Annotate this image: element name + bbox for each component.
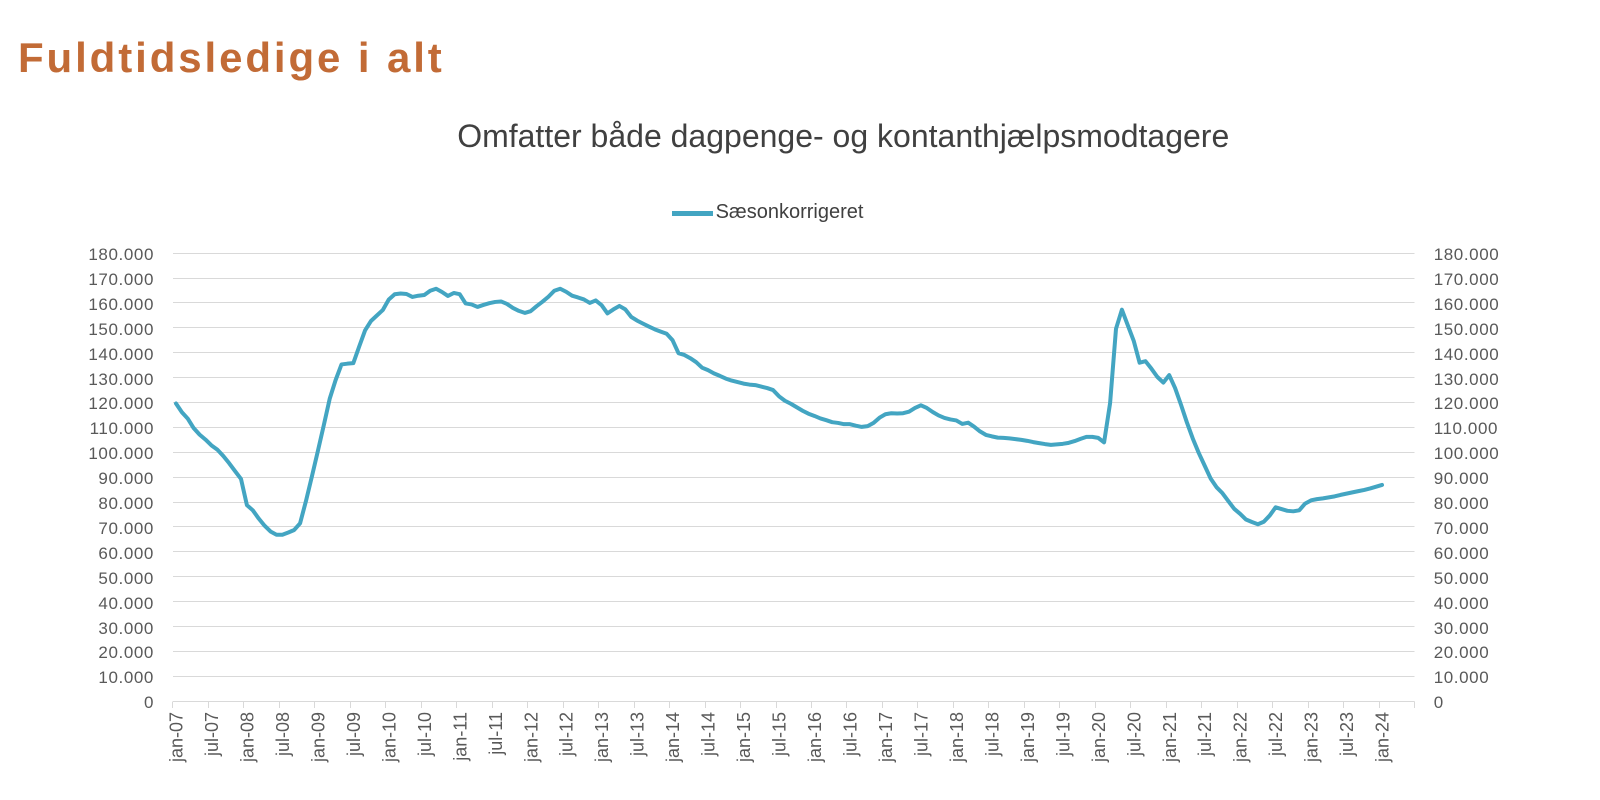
svg-text:jan-10: jan-10 bbox=[379, 712, 399, 763]
svg-text:jul-10: jul-10 bbox=[415, 712, 435, 757]
svg-text:jul-07: jul-07 bbox=[202, 712, 222, 757]
svg-text:jul-09: jul-09 bbox=[344, 712, 364, 757]
svg-text:jul-22: jul-22 bbox=[1266, 712, 1286, 757]
svg-text:jul-15: jul-15 bbox=[770, 712, 790, 757]
svg-text:jan-08: jan-08 bbox=[238, 712, 258, 763]
svg-text:jul-13: jul-13 bbox=[628, 712, 648, 757]
svg-text:jan-15: jan-15 bbox=[734, 712, 754, 763]
svg-text:jan-22: jan-22 bbox=[1231, 712, 1251, 763]
svg-text:jan-16: jan-16 bbox=[805, 712, 825, 763]
svg-text:jan-20: jan-20 bbox=[1089, 712, 1109, 763]
svg-text:jan-21: jan-21 bbox=[1160, 712, 1180, 763]
svg-text:jul-08: jul-08 bbox=[273, 712, 293, 757]
svg-text:jul-11: jul-11 bbox=[486, 712, 506, 756]
svg-text:jan-11: jan-11 bbox=[450, 712, 470, 762]
svg-text:jul-12: jul-12 bbox=[557, 712, 577, 757]
svg-text:jul-19: jul-19 bbox=[1053, 712, 1073, 757]
svg-text:jul-23: jul-23 bbox=[1337, 712, 1357, 757]
svg-text:jan-24: jan-24 bbox=[1373, 712, 1393, 763]
svg-text:jan-18: jan-18 bbox=[947, 712, 967, 763]
svg-text:jan-17: jan-17 bbox=[876, 712, 896, 763]
svg-text:jan-19: jan-19 bbox=[1018, 712, 1038, 763]
svg-text:jan-14: jan-14 bbox=[663, 712, 683, 763]
svg-text:jul-17: jul-17 bbox=[912, 712, 932, 757]
svg-text:jul-20: jul-20 bbox=[1124, 712, 1144, 757]
svg-text:jul-14: jul-14 bbox=[699, 712, 719, 757]
svg-text:jan-23: jan-23 bbox=[1302, 712, 1322, 763]
svg-text:jul-18: jul-18 bbox=[982, 712, 1002, 757]
svg-text:jul-16: jul-16 bbox=[841, 712, 861, 757]
svg-text:jan-13: jan-13 bbox=[592, 712, 612, 763]
svg-text:jan-12: jan-12 bbox=[521, 712, 541, 763]
svg-text:jan-09: jan-09 bbox=[308, 712, 328, 763]
svg-text:jul-21: jul-21 bbox=[1195, 712, 1215, 757]
svg-text:jan-07: jan-07 bbox=[167, 712, 187, 763]
